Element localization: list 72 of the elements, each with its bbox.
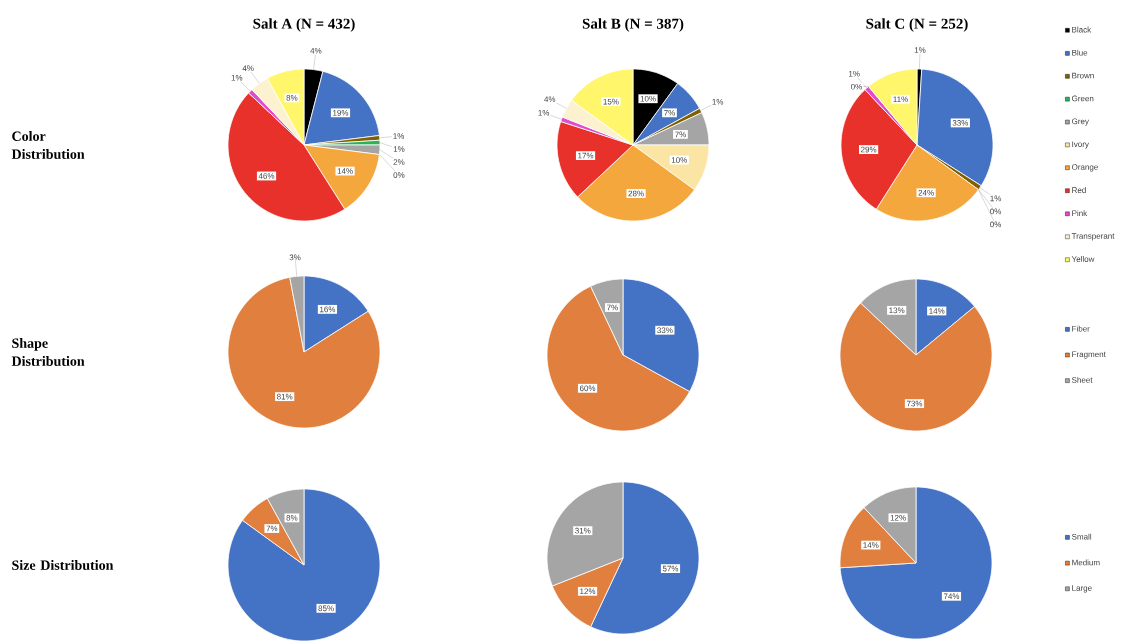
- data-label: 28%: [628, 190, 644, 197]
- legend-label: Green: [1072, 95, 1094, 102]
- data-label: 73%: [906, 400, 923, 407]
- text: Shape Distribution: [11, 338, 85, 366]
- data-label: 7%: [675, 131, 686, 138]
- legend-label: Fiber: [1072, 325, 1090, 332]
- data-label: 29%: [860, 146, 877, 153]
- legend-label: Large: [1072, 585, 1092, 593]
- text: Color Distribution: [11, 131, 85, 159]
- data-label: 14%: [337, 168, 353, 174]
- legend-label: Fragment: [1072, 351, 1106, 359]
- data-label: 12%: [580, 588, 596, 595]
- data-label: 31%: [575, 527, 591, 534]
- data-label: 4%: [242, 65, 254, 71]
- legend-label: Transperant: [1071, 233, 1115, 241]
- chart-title: Salt A (N = 432): [253, 18, 355, 32]
- data-label: 10%: [640, 95, 656, 102]
- data-label: 46%: [258, 173, 275, 179]
- data-label: 7%: [664, 110, 675, 116]
- data-label: 1%: [538, 110, 550, 116]
- data-label: 1%: [849, 70, 860, 77]
- legend-label: Small: [1071, 533, 1092, 540]
- legend-label: Black: [1072, 26, 1092, 33]
- legend-label: Orange: [1071, 164, 1098, 172]
- chart-title: Salt B (N = 387): [582, 18, 684, 32]
- text: 0%: [850, 83, 862, 90]
- legend-label: Brown: [1072, 72, 1094, 79]
- data-label: 60%: [579, 385, 596, 392]
- data-label: 7%: [266, 525, 278, 532]
- data-label: 16%: [320, 306, 336, 313]
- text: 0%: [393, 172, 405, 178]
- data-label: 1%: [990, 195, 1002, 202]
- data-label: 57%: [662, 565, 679, 572]
- text: 0%: [990, 208, 1002, 215]
- data-label: 1%: [393, 146, 405, 152]
- data-label: 8%: [286, 95, 298, 101]
- data-label: 15%: [603, 98, 619, 105]
- data-label: 13%: [889, 307, 905, 314]
- data-label: 2%: [393, 159, 405, 165]
- chart-title: Salt C (N = 252): [866, 18, 968, 32]
- data-label: 10%: [671, 157, 687, 163]
- data-label: 24%: [918, 189, 934, 196]
- data-label: 4%: [544, 96, 556, 103]
- data-label: 33%: [952, 120, 969, 126]
- data-label: 3%: [289, 254, 301, 261]
- data-label: 11%: [893, 96, 908, 103]
- data-label: 12%: [890, 514, 906, 521]
- data-label: 1%: [231, 75, 243, 81]
- data-label: 17%: [578, 152, 594, 159]
- data-label: 1%: [914, 47, 926, 53]
- legend-label: Red: [1072, 187, 1086, 193]
- data-label: 14%: [863, 542, 879, 548]
- data-label: 74%: [943, 593, 960, 600]
- data-label: 4%: [310, 47, 322, 54]
- legend-label: Pink: [1072, 210, 1088, 216]
- text: Size Distribution: [12, 560, 114, 570]
- data-label: 14%: [929, 308, 945, 314]
- data-label: 19%: [333, 110, 349, 116]
- data-label: 7%: [607, 304, 618, 311]
- data-label: 8%: [286, 515, 298, 521]
- data-label: 1%: [393, 133, 405, 139]
- data-label: 81%: [277, 393, 293, 400]
- text: 0%: [990, 221, 1002, 228]
- legend-label: Medium: [1072, 559, 1100, 566]
- data-label: 85%: [318, 605, 334, 612]
- legend-label: Ivory: [1072, 141, 1089, 149]
- legend-label: Grey: [1072, 118, 1089, 126]
- legend-label: Blue: [1072, 49, 1088, 56]
- legend-label: Yellow: [1071, 256, 1095, 262]
- legend-label: Sheet: [1071, 376, 1093, 383]
- data-label: 33%: [657, 327, 673, 334]
- data-label: 1%: [712, 99, 724, 105]
